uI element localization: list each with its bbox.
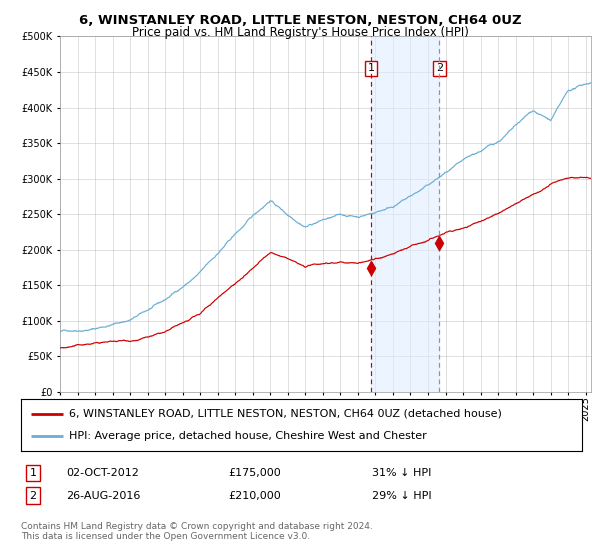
Text: 1: 1: [29, 468, 37, 478]
Text: 31% ↓ HPI: 31% ↓ HPI: [372, 468, 431, 478]
Text: Price paid vs. HM Land Registry's House Price Index (HPI): Price paid vs. HM Land Registry's House …: [131, 26, 469, 39]
Text: 1: 1: [368, 63, 374, 73]
Bar: [371, 36, 439, 392]
Text: 6, WINSTANLEY ROAD, LITTLE NESTON, NESTON, CH64 0UZ: 6, WINSTANLEY ROAD, LITTLE NESTON, NESTO…: [79, 14, 521, 27]
Text: 29% ↓ HPI: 29% ↓ HPI: [372, 491, 431, 501]
Text: 02-OCT-2012: 02-OCT-2012: [66, 468, 139, 478]
Text: 26-AUG-2016: 26-AUG-2016: [66, 491, 140, 501]
Text: Contains HM Land Registry data © Crown copyright and database right 2024.
This d: Contains HM Land Registry data © Crown c…: [21, 522, 373, 542]
Text: HPI: Average price, detached house, Cheshire West and Chester: HPI: Average price, detached house, Ches…: [68, 431, 427, 441]
Text: 6, WINSTANLEY ROAD, LITTLE NESTON, NESTON, CH64 0UZ (detached house): 6, WINSTANLEY ROAD, LITTLE NESTON, NESTO…: [68, 409, 502, 419]
Text: 2: 2: [29, 491, 37, 501]
Text: £210,000: £210,000: [228, 491, 281, 501]
Text: 2: 2: [436, 63, 443, 73]
Text: £175,000: £175,000: [228, 468, 281, 478]
